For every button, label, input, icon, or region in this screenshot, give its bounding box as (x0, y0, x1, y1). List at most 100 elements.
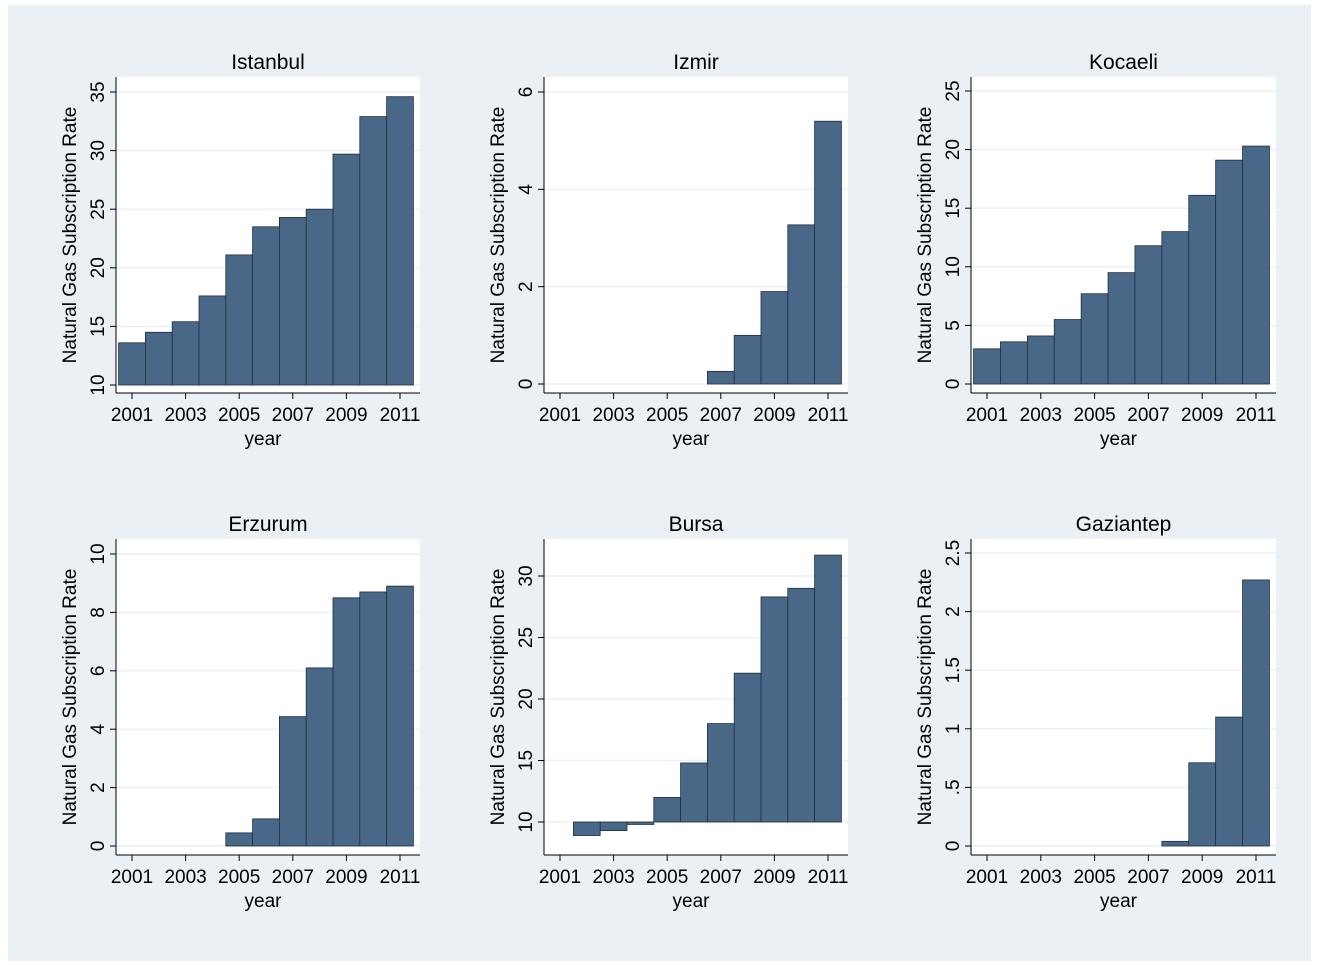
y-tick-label: 20 (943, 139, 964, 160)
x-tick-label: 2003 (164, 867, 206, 888)
x-tick-label: 2011 (1236, 867, 1277, 888)
x-tick-label: 2003 (164, 405, 206, 426)
y-tick-label: 2 (943, 606, 964, 617)
bar-2002 (1000, 341, 1028, 385)
y-tick-label: 1 (943, 724, 964, 735)
x-tick-label: 2007 (272, 867, 314, 888)
bar-2004 (198, 295, 227, 386)
x-tick-label: 2001 (539, 867, 581, 888)
y-tick-label: 15 (516, 750, 537, 771)
bar-2007 (707, 723, 735, 823)
x-tick-label: 2009 (325, 405, 367, 426)
bar-2010 (1215, 159, 1243, 385)
bar-2007 (1134, 245, 1163, 385)
x-tick-label: 2003 (1020, 405, 1062, 426)
bar-2001 (973, 348, 1001, 385)
bar-2007 (278, 716, 307, 847)
bar-2009 (760, 291, 789, 385)
panel-title: Gaziantep (1076, 513, 1172, 536)
bar-2004 (1053, 319, 1082, 385)
y-axis-label: Natural Gas Subscription Rate (915, 107, 936, 364)
y-tick-label: 8 (88, 607, 109, 618)
bar-2003 (171, 321, 200, 386)
panel-bursa: 10 15 20 25 30 2001 2003 2005 2007 2009 2011 Bursa y… (488, 513, 848, 912)
bar-2010 (359, 591, 387, 847)
y-axis-label: Natural Gas Subscription Rate (60, 107, 81, 364)
x-tick-label: 2003 (592, 405, 634, 426)
x-tick-label: 2011 (808, 867, 849, 888)
bar-2008 (733, 334, 762, 385)
y-tick-label: 6 (516, 87, 537, 98)
x-tick-label: 2007 (700, 405, 742, 426)
bar-2010 (787, 587, 815, 823)
y-axis-label: Natural Gas Subscription Rate (488, 569, 509, 826)
bar-2011 (386, 96, 414, 386)
x-axis-label: year (1100, 891, 1138, 912)
x-axis-label: year (673, 429, 711, 450)
bar-2011 (814, 554, 842, 823)
y-tick-label: 25 (943, 80, 964, 101)
bar-2006 (1107, 272, 1136, 385)
bar-2009 (760, 596, 789, 823)
y-tick-label: 10 (516, 811, 537, 832)
bar-2009 (332, 597, 361, 847)
x-tick-label: 2005 (1073, 867, 1115, 888)
x-tick-label: 2007 (700, 867, 742, 888)
y-tick-label: 1.5 (943, 657, 964, 683)
panel-gaziantep: 0 .5 1 1.5 2 2.5 2001 2003 2005 2007 2009 2011 Gazia… (915, 513, 1276, 912)
bar-2002 (144, 331, 173, 386)
y-tick-label: 0 (88, 841, 109, 852)
bar-2011 (386, 585, 414, 847)
x-tick-label: 2011 (1236, 405, 1277, 426)
y-tick-label: 0 (943, 841, 964, 852)
bar-2007 (707, 370, 735, 385)
y-tick-label: 20 (516, 688, 537, 709)
panel-istanbul: 10 15 20 25 30 35 2001 2003 2005 2007 2009 2011 Ista… (60, 51, 420, 450)
bar-2011 (1242, 145, 1270, 385)
bar-2008 (305, 208, 334, 386)
y-tick-label: 30 (516, 565, 537, 586)
bar-2009 (1188, 194, 1217, 385)
y-tick-label: 4 (88, 723, 109, 734)
bar-2006 (252, 226, 280, 386)
bar-2008 (1161, 231, 1190, 385)
panel-kocaeli: 0 5 10 15 20 25 2001 2003 2005 2007 2009 2011 Kocael… (915, 51, 1276, 450)
graph-frame: 10 15 20 25 30 35 2001 2003 2005 2007 2009 2011 Ista… (8, 5, 1311, 961)
bar-2008 (305, 667, 334, 847)
panel-title: Izmir (673, 51, 719, 74)
bar-2008 (733, 672, 762, 823)
bar-2009 (332, 153, 361, 386)
bar-2006 (680, 762, 708, 823)
bar-2003 (599, 821, 628, 832)
x-tick-label: 2011 (808, 405, 849, 426)
bar-2006 (252, 818, 280, 847)
bar-2010 (1215, 716, 1243, 847)
x-tick-label: 2007 (1127, 867, 1169, 888)
x-tick-label: 2005 (646, 405, 688, 426)
x-tick-label: 2007 (272, 405, 314, 426)
x-tick-label: 2011 (380, 405, 421, 426)
y-tick-label: 2 (516, 281, 537, 292)
y-tick-label: .5 (943, 779, 964, 795)
panel-erzurum: 0 2 4 6 8 10 2001 2003 2005 2007 2009 2011 Erzurum ye… (60, 513, 420, 912)
y-tick-label: 0 (943, 379, 964, 390)
bar-2007 (278, 217, 307, 386)
x-tick-label: 2005 (646, 867, 688, 888)
x-tick-label: 2001 (111, 867, 153, 888)
y-tick-label: 15 (943, 198, 964, 219)
x-tick-label: 2009 (1181, 405, 1223, 426)
x-tick-label: 2009 (1181, 867, 1223, 888)
x-tick-label: 2001 (966, 405, 1008, 426)
bar-2005 (225, 254, 254, 386)
y-tick-label: 4 (516, 184, 537, 195)
y-tick-label: 35 (88, 81, 109, 102)
y-tick-label: 25 (516, 627, 537, 648)
y-tick-label: 6 (88, 666, 109, 677)
x-axis-label: year (245, 891, 283, 912)
x-tick-label: 2009 (753, 867, 795, 888)
x-tick-label: 2011 (380, 867, 421, 888)
x-tick-label: 2003 (592, 867, 634, 888)
x-axis-label: year (245, 429, 283, 450)
y-tick-label: 25 (88, 199, 109, 220)
